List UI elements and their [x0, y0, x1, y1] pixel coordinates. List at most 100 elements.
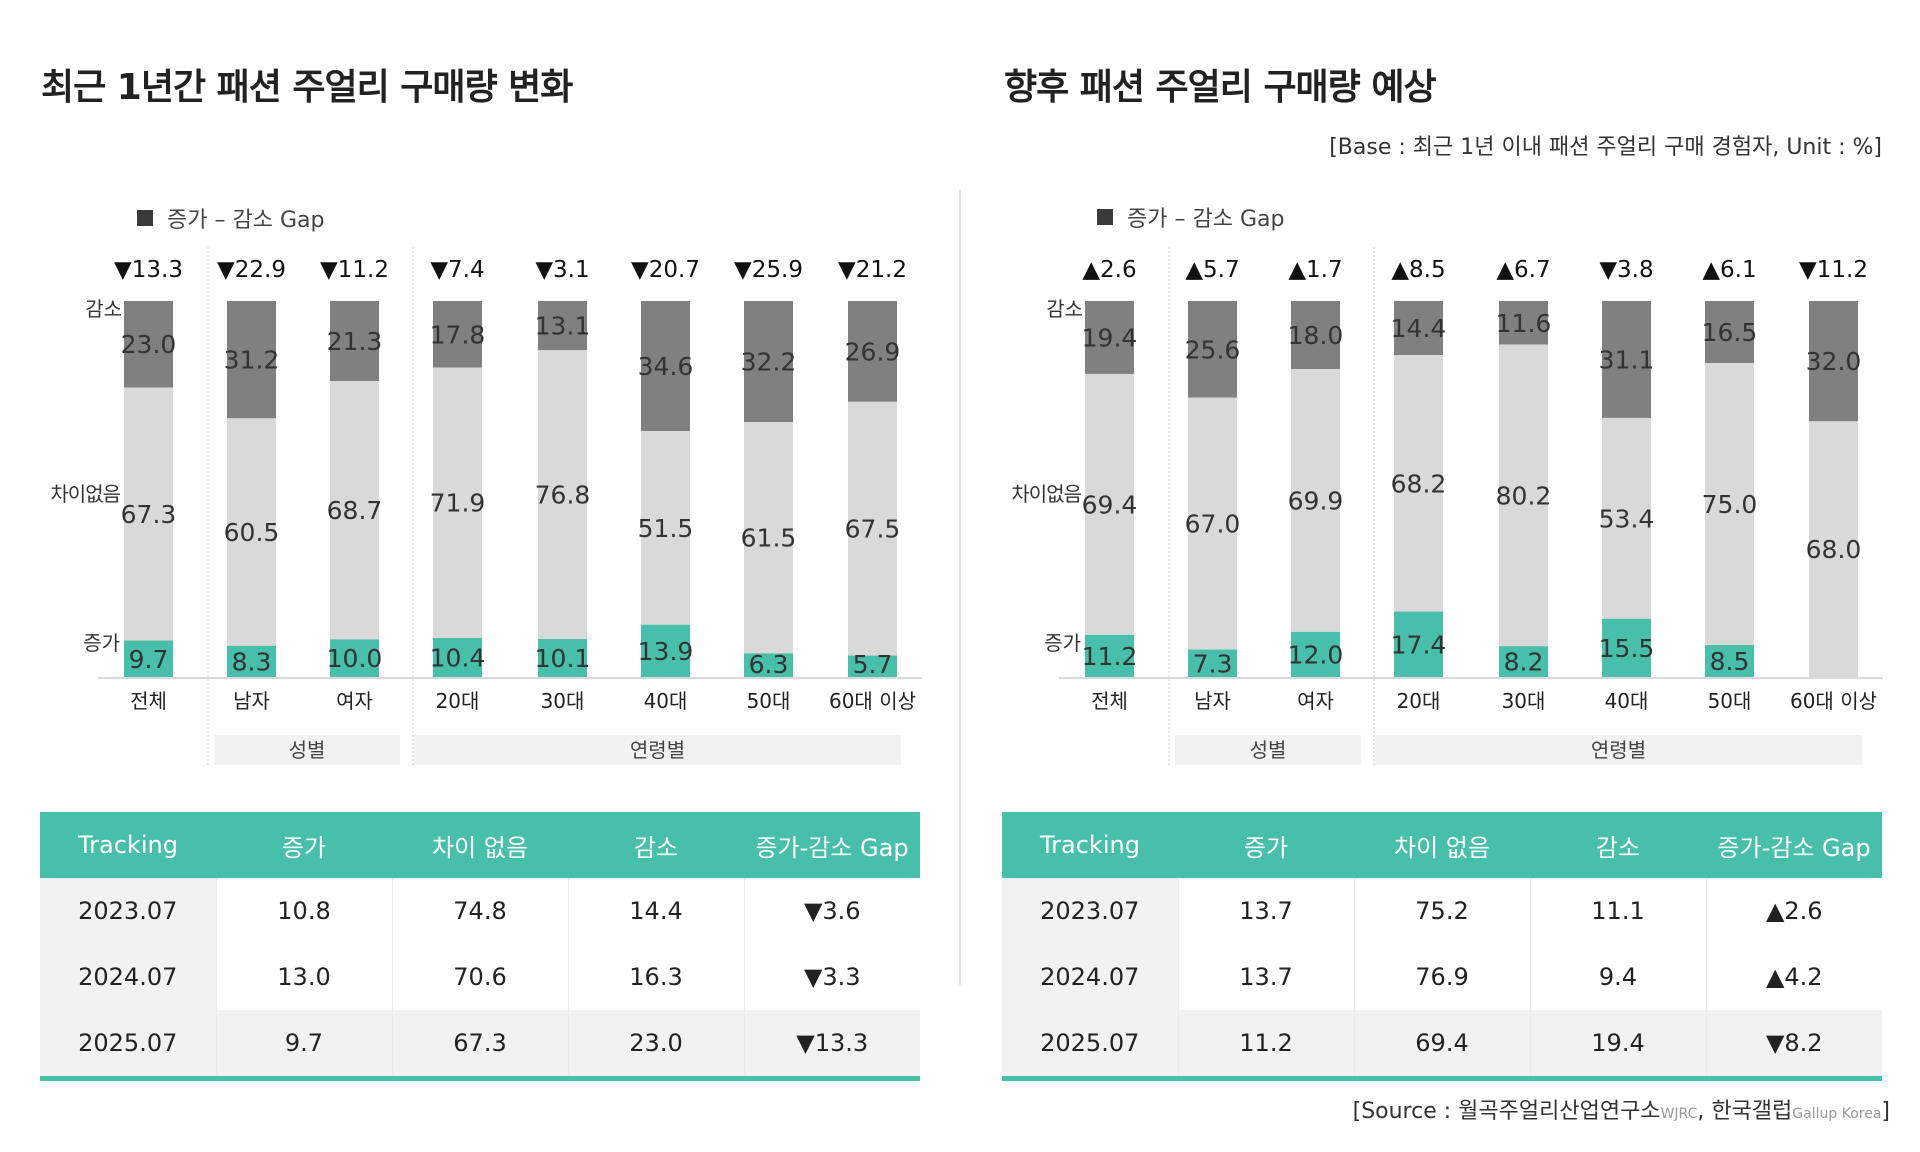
cell-no-change: 69.4	[1353, 1010, 1530, 1081]
bar-segment-decrease	[1394, 301, 1443, 356]
category-label: 60대 이상	[829, 689, 916, 713]
table-row: 2024.07 13.0 70.6 16.3 ▼3.3	[40, 944, 920, 1010]
value-label-no-change: 51.5	[638, 514, 694, 543]
cell-gap: ▼3.6	[743, 878, 920, 944]
category-label: 30대	[1502, 689, 1546, 713]
row-label-decrease: 감소	[85, 297, 122, 321]
category-label: 40대	[1605, 689, 1649, 713]
bar-segment-increase	[1291, 631, 1340, 677]
bar-segment-no-change	[124, 387, 173, 641]
value-label-decrease: 23.0	[121, 330, 177, 359]
cell-gap: ▼3.3	[743, 944, 920, 1010]
bar-segment-increase	[538, 639, 587, 677]
group-band	[1175, 735, 1361, 765]
bar-segment-increase	[1499, 646, 1548, 677]
value-label-decrease: 17.8	[430, 320, 486, 349]
value-label-no-change: 61.5	[741, 524, 797, 553]
right-chart-title: 향후 패션 주얼리 구매량 예상	[1004, 67, 1437, 108]
header-gap: 증가-감소 Gap	[1706, 812, 1882, 878]
panel-divider	[959, 190, 961, 985]
value-label-decrease: 32.2	[741, 348, 797, 377]
value-label-no-change: 67.3	[121, 500, 177, 529]
cell-period: 2024.07	[40, 944, 216, 1010]
category-label: 60대 이상	[1790, 689, 1877, 713]
bar-segment-no-change	[227, 418, 276, 646]
cell-decrease: 23.0	[567, 1010, 744, 1081]
source-suffix: ]	[1881, 1099, 1890, 1124]
table-row: 2023.07 13.7 75.2 11.1 ▲2.6	[1002, 878, 1882, 944]
category-label: 여자	[336, 689, 373, 713]
cell-increase: 13.0	[215, 944, 392, 1010]
row-label-decrease: 감소	[1046, 297, 1083, 321]
group-band	[214, 735, 400, 765]
right-legend-label: 증가 – 감소 Gap	[1127, 207, 1285, 232]
cell-period: 2025.07	[40, 1010, 216, 1081]
table-header-row: Tracking 증가 차이 없음 감소 증가-감소 Gap	[40, 812, 920, 878]
cell-decrease: 14.4	[567, 878, 744, 944]
value-label-increase: 11.2	[1082, 642, 1138, 671]
gap-label: ▲6.1	[1702, 257, 1756, 283]
cell-period: 2025.07	[1002, 1010, 1178, 1081]
category-label: 20대	[436, 689, 480, 713]
value-label-increase: 9.7	[129, 645, 169, 674]
header-gap: 증가-감소 Gap	[744, 812, 920, 878]
gap-label: ▲6.7	[1496, 257, 1550, 283]
gap-label: ▼20.7	[631, 257, 700, 283]
cell-period: 2023.07	[40, 878, 216, 944]
value-label-no-change: 67.5	[845, 515, 901, 544]
cell-increase: 10.8	[215, 878, 392, 944]
value-label-decrease: 26.9	[845, 337, 901, 366]
value-label-no-change: 76.8	[535, 481, 591, 510]
value-label-no-change: 68.2	[1391, 469, 1447, 498]
category-label: 남자	[233, 689, 270, 713]
table-row: 2025.07 11.2 69.4 19.4 ▼8.2	[1002, 1010, 1882, 1081]
value-label-decrease: 18.0	[1288, 321, 1344, 350]
source-mid: , 한국갤럽	[1697, 1099, 1793, 1124]
category-label: 30대	[541, 689, 585, 713]
bar-segment-no-change	[1602, 417, 1651, 619]
gap-label: ▲5.7	[1185, 257, 1239, 283]
group-label: 성별	[289, 738, 326, 762]
bar-segment-no-change	[433, 367, 482, 638]
value-label-decrease: 32.0	[1806, 347, 1862, 376]
header-tracking: Tracking	[1002, 812, 1178, 878]
bar-segment-no-change	[1291, 369, 1340, 632]
cell-decrease: 11.1	[1529, 878, 1706, 944]
value-label-decrease: 14.4	[1391, 314, 1447, 343]
value-label-decrease: 21.3	[327, 327, 383, 356]
category-label: 50대	[747, 689, 791, 713]
bar-segment-decrease	[433, 301, 482, 368]
bar-segment-decrease	[1602, 301, 1651, 418]
gap-label: ▲2.6	[1082, 257, 1136, 283]
row-label-increase: 증가	[1044, 631, 1081, 655]
cell-increase: 13.7	[1177, 944, 1354, 1010]
cell-gap: ▼13.3	[743, 1010, 920, 1081]
value-label-decrease: 19.4	[1082, 323, 1138, 352]
cell-no-change: 75.2	[1353, 878, 1530, 944]
value-label-increase: 10.0	[327, 644, 383, 673]
gap-label: ▲8.5	[1391, 257, 1445, 283]
value-label-increase: 8.3	[232, 647, 272, 676]
value-label-decrease: 34.6	[638, 352, 694, 381]
header-no-change: 차이 없음	[1354, 812, 1530, 878]
value-label-increase: 5.7	[853, 650, 893, 679]
bar-segment-no-change	[1188, 397, 1237, 650]
source-note: [Source : 월곡주얼리산업연구소WJRC, 한국갤럽Gallup Kor…	[1353, 1093, 1890, 1125]
bar-segment-decrease	[1809, 301, 1858, 422]
value-label-increase: 10.1	[535, 644, 591, 673]
group-label: 연령별	[630, 738, 685, 762]
left-legend-label: 증가 – 감소 Gap	[167, 208, 325, 233]
bar-segment-no-change	[641, 431, 690, 625]
header-decrease: 감소	[568, 812, 744, 878]
value-label-no-change: 68.0	[1806, 535, 1862, 564]
right-tracking-table: Tracking 증가 차이 없음 감소 증가-감소 Gap 2023.07 1…	[1002, 812, 1882, 1081]
cell-gap: ▼8.2	[1705, 1010, 1882, 1081]
table-row: 2025.07 9.7 67.3 23.0 ▼13.3	[40, 1010, 920, 1081]
category-label: 남자	[1194, 689, 1231, 713]
bar-segment-decrease	[1085, 301, 1134, 374]
bar-segment-no-change	[1809, 421, 1858, 677]
bar-segment-decrease	[641, 301, 690, 432]
bar-segment-no-change	[1394, 355, 1443, 612]
